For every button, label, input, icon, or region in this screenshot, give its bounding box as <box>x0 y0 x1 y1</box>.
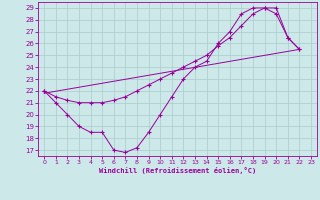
X-axis label: Windchill (Refroidissement éolien,°C): Windchill (Refroidissement éolien,°C) <box>99 167 256 174</box>
